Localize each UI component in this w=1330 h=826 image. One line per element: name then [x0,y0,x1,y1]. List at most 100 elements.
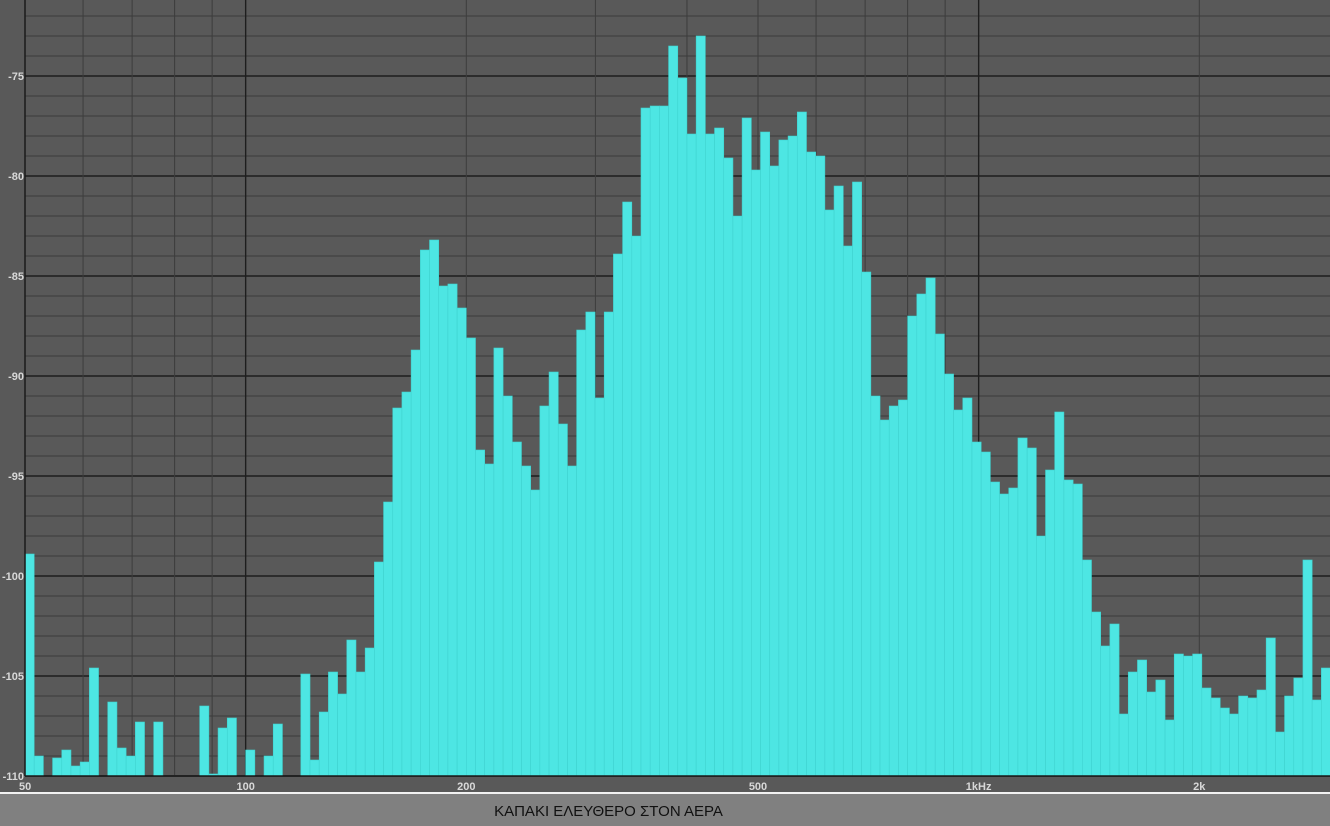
bar [751,169,761,777]
bar [723,157,734,777]
bar [318,711,329,777]
bar [907,315,918,777]
bar [980,451,991,777]
y-tick-label: -90 [8,371,24,383]
y-tick-label: -80 [8,171,24,183]
y-tick-label: -95 [8,471,24,483]
bar [466,337,476,777]
bar [328,671,338,777]
bar [824,209,835,777]
bar [217,727,228,777]
bar [944,373,954,777]
bar [557,423,568,777]
bar [337,693,348,777]
bar [420,249,430,777]
chart-caption: ΚΑΠΑΚΙ ΕΛΕΥΘΕΡΟ ΣΤΟΝ ΑΕΡΑ [494,803,723,820]
bar [1109,623,1120,777]
bar [1265,637,1276,777]
bar [33,755,44,777]
bar [1063,479,1074,777]
bar [1321,667,1330,777]
bar [1293,677,1304,777]
bar [125,755,136,777]
bar [116,747,127,777]
bar [1284,695,1295,777]
caption-bar: ΚΑΠΑΚΙ ΕΛΕΥΘΕΡΟ ΣΤΟΝ ΑΕΡΑ [0,794,1330,826]
bar [714,127,725,777]
bar [659,105,669,777]
bar [153,721,164,777]
bar [1026,447,1037,777]
x-tick-label: 500 [749,781,767,793]
bar [1183,655,1193,777]
bar [70,765,81,777]
bar [511,441,522,777]
bar [631,235,642,777]
bar [1219,707,1230,777]
bar [1008,487,1019,777]
bar [521,465,531,777]
bar [61,749,72,777]
bar [1127,671,1138,777]
bar [971,441,982,777]
bar [1247,697,1258,777]
bar [135,721,145,777]
bar [429,239,440,777]
bar [1173,653,1184,777]
bar [613,253,623,777]
bar [401,391,412,777]
bar [741,117,752,777]
bar [346,639,357,777]
y-tick-label: -85 [8,271,24,283]
bar [1137,659,1147,777]
y-tick-label: -110 [3,771,24,783]
bar [1238,695,1249,777]
bar [898,399,908,777]
bar [1155,679,1166,777]
bar [1311,699,1322,777]
bar [705,133,715,777]
bar [272,723,283,777]
bar [695,35,706,777]
bar [199,705,210,777]
bar [594,397,605,777]
x-tick-label: 200 [457,781,475,793]
bar [852,181,862,777]
spectrum-plot: -75 -80 -85 -90 -95 -100 -105 -110 50 100 200 500 1… [0,0,1330,793]
bar [245,749,256,777]
y-tick-labels: -75 -80 -85 -90 -95 -100 -105 -110 [2,71,24,783]
bar [1229,713,1239,777]
bar [668,45,679,777]
bar [1091,611,1101,777]
bar [870,395,881,777]
bar [815,155,826,777]
bar [410,349,421,777]
bar [89,667,99,777]
bar [934,333,945,777]
bar [1164,719,1175,777]
bar [567,465,577,777]
bar [677,77,688,777]
bar [548,371,559,777]
bar [888,405,899,777]
bar [622,201,633,777]
axes [24,0,1330,777]
bar [787,135,798,777]
bar [1192,653,1203,777]
y-tick-label: -100 [2,571,24,583]
bar [1275,731,1285,777]
bar [576,329,587,777]
y-tick-label: -75 [8,71,24,83]
bar [502,395,513,777]
bar [842,245,853,777]
bar [879,419,890,777]
bars [24,35,1330,777]
bar [226,717,237,777]
bar [861,271,872,777]
bar [778,139,789,777]
bar [79,761,90,777]
bar [493,347,504,777]
bar [456,307,467,777]
x-tick-label: 50 [19,781,31,793]
bar [760,131,771,777]
